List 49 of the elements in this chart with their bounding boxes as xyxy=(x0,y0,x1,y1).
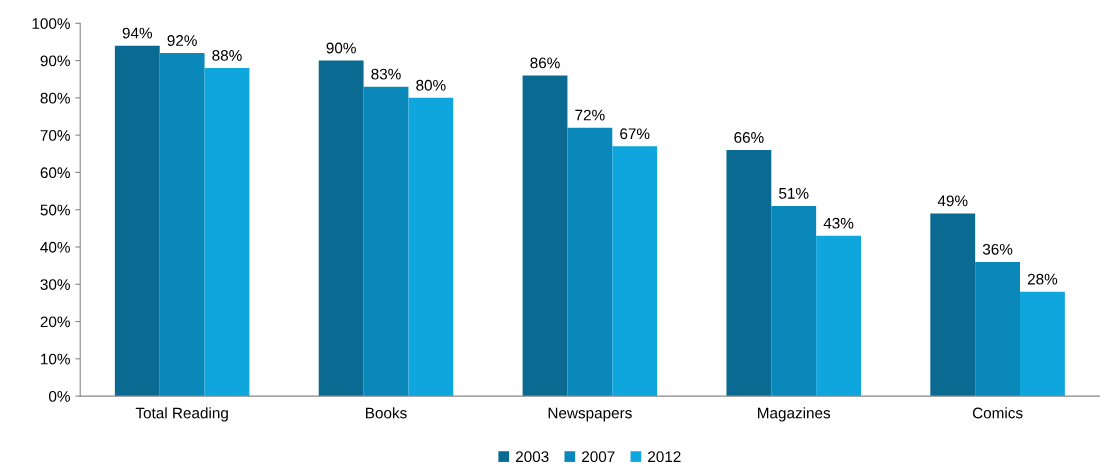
data-label: 94% xyxy=(122,27,153,39)
data-label: 92% xyxy=(167,35,197,46)
data-label: 66% xyxy=(734,132,764,143)
y-tick-label: 50% xyxy=(40,204,70,216)
y-tick-label: 0% xyxy=(49,390,70,402)
y-tick-label: 80% xyxy=(40,92,70,104)
legend-label: 2012 xyxy=(648,451,681,463)
y-tick-label: 30% xyxy=(40,279,70,290)
y-tick-label: 40% xyxy=(40,241,70,253)
data-label: 72% xyxy=(575,109,605,121)
x-tick-label: Books xyxy=(366,407,407,419)
x-tick-label: Total Reading xyxy=(135,407,228,422)
data-label: 67% xyxy=(620,128,650,140)
bar xyxy=(567,127,613,397)
bar xyxy=(930,213,976,397)
bar xyxy=(159,53,205,397)
y-tick-label: 10% xyxy=(41,353,70,365)
y-tick-label: 20% xyxy=(40,316,70,328)
x-tick-label: Magazines xyxy=(758,407,831,422)
y-tick-label: 100% xyxy=(32,18,70,29)
y-tick-label: 90% xyxy=(40,55,70,67)
bar xyxy=(726,150,772,397)
data-label: 86% xyxy=(530,57,560,69)
data-label: 90% xyxy=(326,42,356,54)
legend-label: 2003 xyxy=(515,451,549,463)
x-tick-label: Newspapers xyxy=(548,407,632,422)
bar xyxy=(612,146,658,397)
bar xyxy=(771,205,817,397)
bar xyxy=(816,235,861,397)
legend-label: 2007 xyxy=(582,451,615,463)
bar xyxy=(975,261,1021,397)
bar xyxy=(204,68,250,397)
bar xyxy=(1020,291,1065,397)
bar xyxy=(318,60,364,397)
bar xyxy=(522,75,568,397)
bar xyxy=(363,86,409,397)
data-label: 88% xyxy=(212,50,242,61)
data-label: 51% xyxy=(779,188,809,199)
data-label: 49% xyxy=(937,195,968,207)
data-label: 83% xyxy=(371,68,401,80)
data-label: 28% xyxy=(1027,273,1058,285)
data-label: 36% xyxy=(982,243,1013,255)
y-tick-label: 60% xyxy=(40,167,70,179)
data-label: 43% xyxy=(823,217,854,229)
y-tick-label: 70% xyxy=(40,130,70,141)
bar xyxy=(114,45,160,397)
data-label: 80% xyxy=(416,79,446,91)
x-tick-label: Comics xyxy=(972,407,1023,419)
bar xyxy=(408,97,454,397)
